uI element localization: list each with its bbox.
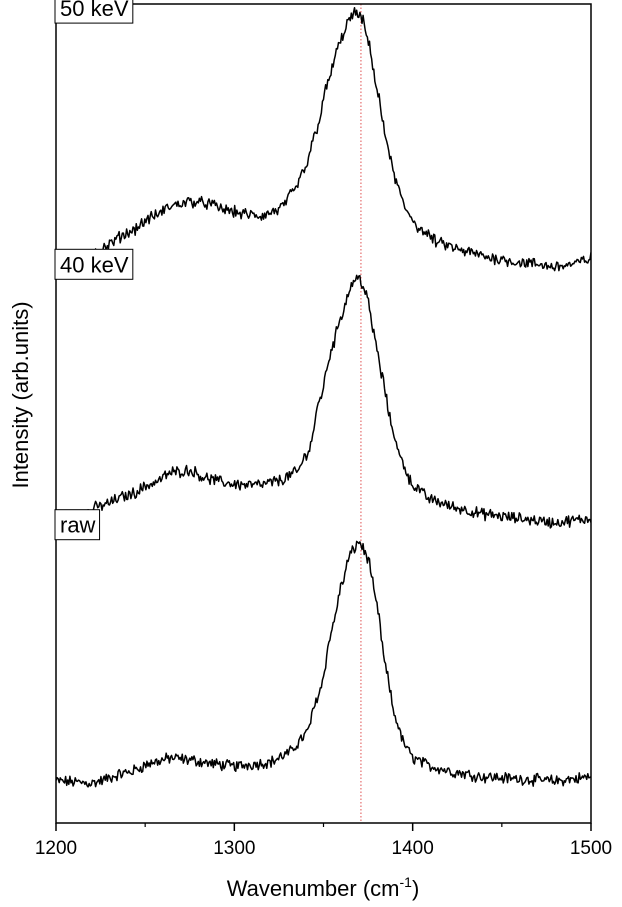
series-label-text: raw	[60, 513, 96, 538]
series-label-text: 40 keV	[60, 252, 129, 277]
series-labels: raw 40 keV 50 keV	[54, 0, 134, 541]
plot-frame	[55, 3, 592, 824]
x-tick-label: 1300	[213, 838, 255, 859]
x-axis-title: Wavenumber (cm-1)	[227, 874, 420, 901]
x-axis-tick-labels: 1200 1300 1400 1500	[35, 838, 612, 859]
series-label-box	[54, 509, 101, 541]
series-label-50-kev: 50 keV	[54, 0, 134, 24]
series-label-40-kev: 40 keV	[54, 248, 134, 280]
series-line-40-kev	[56, 274, 591, 529]
series-line-50-kev	[56, 6, 591, 274]
series-label-raw: raw	[54, 509, 101, 541]
x-tick-label: 1200	[35, 838, 77, 859]
series-label-box	[54, 248, 134, 280]
series-label-box	[54, 0, 134, 24]
x-axis-ticks	[55, 823, 592, 831]
x-axis-title-superscript: -1	[400, 874, 413, 890]
x-tick-label: 1500	[570, 838, 612, 859]
x-axis-title-main: Wavenumber (cm	[227, 876, 400, 901]
x-tick-label: 1400	[392, 838, 434, 859]
x-axis-title-suffix: )	[412, 876, 419, 901]
series-lines	[56, 6, 591, 788]
series-label-text: 50 keV	[60, 0, 129, 21]
series-line-raw	[56, 540, 591, 788]
y-axis-title: Intensity (arb.units)	[8, 301, 33, 488]
